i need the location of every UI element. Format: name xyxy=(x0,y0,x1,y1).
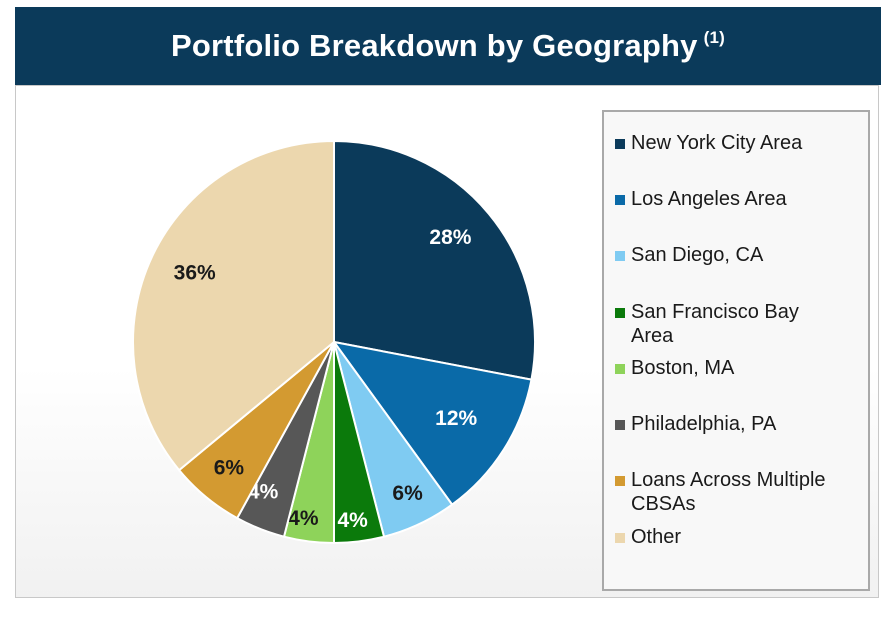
legend-swatch xyxy=(615,476,625,486)
slice-san-diego-label: 6% xyxy=(392,482,423,505)
slice-other-label: 36% xyxy=(174,262,216,285)
legend-label: Los Angeles Area xyxy=(631,188,787,210)
legend-label: San Diego, CA xyxy=(631,244,764,266)
legend-item-los-angeles: Los Angeles Area xyxy=(615,187,855,211)
slice-new-york xyxy=(333,139,536,381)
slice-other xyxy=(132,139,335,472)
chart-title-text: Portfolio Breakdown by Geography xyxy=(171,28,698,63)
slice-san-francisco-label: 4% xyxy=(337,509,368,532)
legend-swatch xyxy=(615,139,625,149)
slice-los-angeles xyxy=(331,340,533,507)
legend-item-new-york: New York City Area xyxy=(615,131,855,155)
legend-label: Loans Across Multiple CBSAs xyxy=(631,469,826,515)
legend-item-philadelphia: Philadelphia, PA xyxy=(615,412,855,436)
legend: New York City Area Los Angeles Area San … xyxy=(602,110,870,591)
chart-title: Portfolio Breakdown by Geography (1) xyxy=(171,28,725,64)
legend-swatch xyxy=(615,251,625,261)
legend-swatch xyxy=(615,308,625,318)
slice-los-angeles-label: 12% xyxy=(435,407,477,430)
legend-label: New York City Area xyxy=(631,132,803,154)
legend-label: Boston, MA xyxy=(631,357,735,379)
slice-new-york-label: 28% xyxy=(429,226,471,249)
legend-swatch xyxy=(615,420,625,430)
legend-swatch xyxy=(615,533,625,543)
legend-label: San Francisco Bay Area xyxy=(631,301,799,347)
legend-label: Other xyxy=(631,526,682,548)
legend-label: Philadelphia, PA xyxy=(631,413,777,435)
legend-swatch xyxy=(615,364,625,374)
legend-item-other: Other xyxy=(615,525,855,549)
legend-item-multiple-cbsas: Loans Across Multiple CBSAs xyxy=(615,468,855,516)
legend-item-boston: Boston, MA xyxy=(615,356,855,380)
slice-multiple-cbsas-label: 6% xyxy=(214,457,245,480)
title-footnote: (1) xyxy=(703,28,725,47)
slice-boston-label: 4% xyxy=(288,507,319,530)
chart-header: Portfolio Breakdown by Geography (1) xyxy=(15,7,881,85)
legend-swatch xyxy=(615,195,625,205)
legend-item-san-diego: San Diego, CA xyxy=(615,243,855,267)
legend-item-san-francisco: San Francisco Bay Area xyxy=(615,300,855,348)
